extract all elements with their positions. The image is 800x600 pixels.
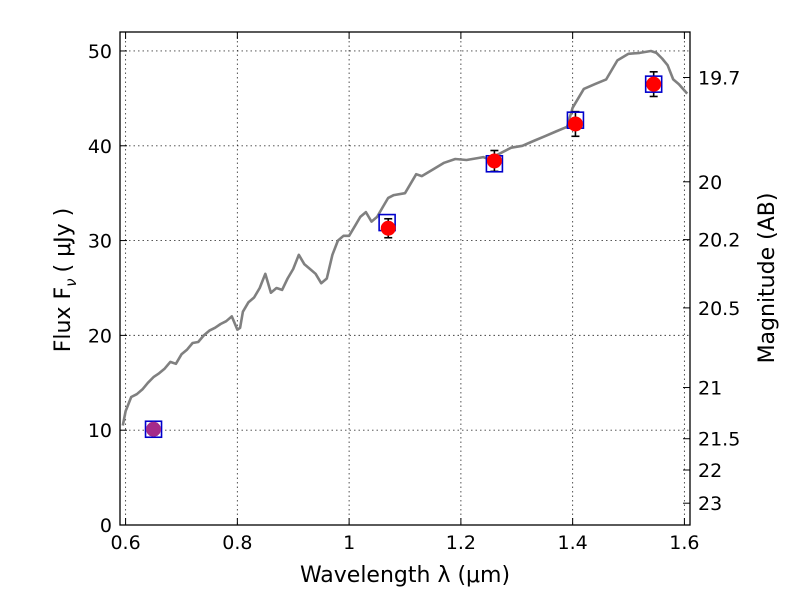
measured-point-2 <box>486 153 502 169</box>
right-tick-label-3: 20.5 <box>698 298 740 320</box>
x-tick-label-3: 1.2 <box>446 532 476 554</box>
plot-frame <box>119 31 691 526</box>
x-tick-label-5: 1.6 <box>669 532 699 554</box>
right-tick-label-6: 22 <box>698 460 722 482</box>
model-spectrum-line <box>121 49 689 426</box>
y-axis-label-group: Flux Fν ( μJy ) <box>51 208 80 352</box>
y-tick-label-5: 50 <box>88 41 112 63</box>
y-tick-label-2: 20 <box>88 325 112 347</box>
right-tick-label-1: 20 <box>698 172 722 194</box>
synthetic-square-0 <box>144 420 163 439</box>
y-tick-label-0: 0 <box>100 515 112 537</box>
right-tick-label-0: 19.7 <box>698 68 740 90</box>
right-tick-label-5: 21.5 <box>698 429 740 451</box>
y-axis-label-subscript: ν <box>62 278 80 286</box>
measured-point-4 <box>646 76 662 92</box>
right-tick-label-2: 20.2 <box>698 230 740 252</box>
series-layer <box>121 49 689 439</box>
y-tick-label-3: 30 <box>88 231 112 253</box>
measured-point-3 <box>567 116 583 132</box>
y-axis-label-main: Flux F <box>51 287 76 352</box>
x-tick-label-2: 1 <box>343 532 355 554</box>
x-tick-label-0: 0.6 <box>110 532 140 554</box>
axes <box>119 31 691 526</box>
measured-point-1 <box>380 220 396 236</box>
right-axis-label: Magnitude (AB) <box>755 193 780 364</box>
x-tick-label-1: 0.8 <box>222 532 252 554</box>
grid-lines <box>120 32 690 525</box>
y-axis-label-unit: ( μJy ) <box>51 208 76 273</box>
right-axis-label-group: Magnitude (AB) <box>755 193 780 364</box>
right-tick-label-7: 23 <box>698 493 722 515</box>
y-axis-label: Flux Fν ( μJy ) <box>51 208 80 352</box>
x-tick-label-4: 1.4 <box>558 532 588 554</box>
y-tick-label-4: 40 <box>88 136 112 158</box>
x-axis-label: Wavelength λ (μm) <box>300 563 510 588</box>
measured-point-0 <box>146 421 162 437</box>
synthetic-square-4 <box>644 75 663 93</box>
ticks: 0.6 0.8 1 1.2 1.4 1.6 0 10 20 30 40 50 19.7 20 20.2 20.… <box>88 32 740 554</box>
y-tick-label-1: 10 <box>88 420 112 442</box>
right-tick-label-4: 21 <box>698 378 722 400</box>
